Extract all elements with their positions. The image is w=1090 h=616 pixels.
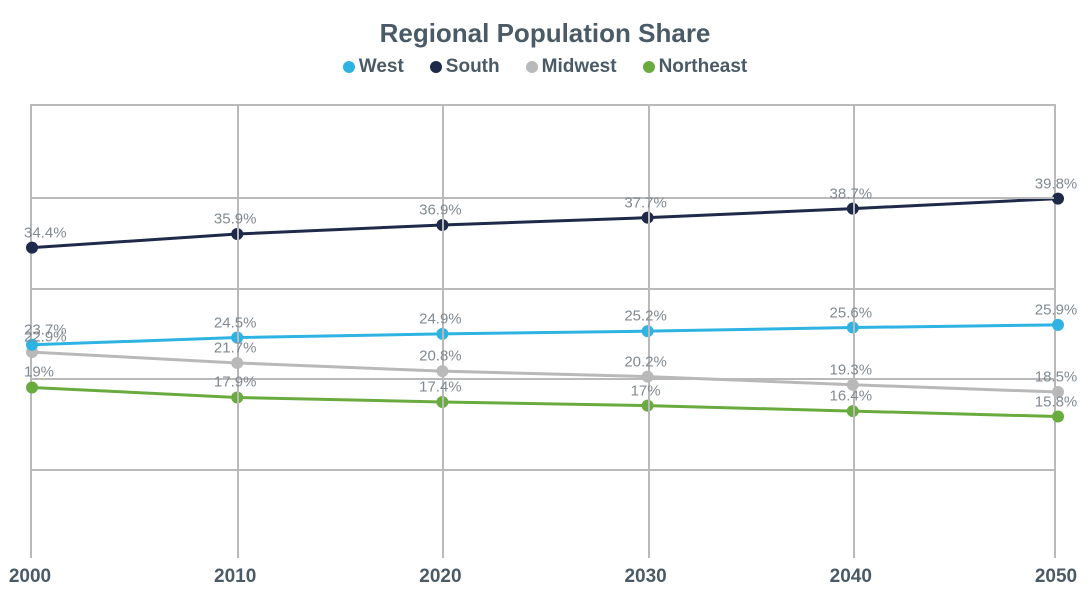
legend-marker-midwest-icon bbox=[526, 61, 538, 73]
plot-area bbox=[30, 104, 1056, 558]
data-label-south: 39.8% bbox=[1035, 175, 1078, 192]
plot-svg bbox=[32, 106, 1058, 560]
legend-label-west: West bbox=[359, 56, 404, 78]
data-label-northeast: 15.8% bbox=[1035, 393, 1078, 410]
data-label-west: 24.5% bbox=[214, 314, 257, 331]
data-label-west: 24.9% bbox=[419, 310, 462, 327]
gridline-v bbox=[648, 106, 650, 558]
data-label-south: 35.9% bbox=[214, 210, 257, 227]
data-label-south: 36.9% bbox=[419, 201, 462, 218]
legend-item-south: South bbox=[430, 56, 500, 78]
data-label-west: 25.2% bbox=[624, 308, 667, 325]
series-marker-south bbox=[26, 242, 38, 254]
series-line-northeast bbox=[32, 387, 1058, 416]
gridline-h bbox=[32, 469, 1054, 471]
gridline-v bbox=[853, 106, 855, 558]
legend-item-west: West bbox=[343, 56, 404, 78]
chart-title: Regional Population Share bbox=[0, 18, 1090, 49]
x-axis-label: 2050 bbox=[1035, 566, 1077, 588]
legend-marker-northeast-icon bbox=[643, 61, 655, 73]
legend-item-northeast: Northeast bbox=[643, 56, 748, 78]
data-label-northeast: 17% bbox=[631, 382, 661, 399]
legend-marker-west-icon bbox=[343, 61, 355, 73]
gridline-h bbox=[32, 378, 1054, 380]
data-label-west: 25.9% bbox=[1035, 301, 1078, 318]
x-axis-label: 2000 bbox=[9, 566, 51, 588]
data-label-midwest: 19.3% bbox=[830, 361, 873, 378]
gridline-h bbox=[32, 288, 1054, 290]
data-label-midwest: 20.2% bbox=[624, 353, 667, 370]
data-label-northeast: 17.4% bbox=[419, 378, 462, 395]
x-axis-label: 2010 bbox=[214, 566, 256, 588]
legend-label-northeast: Northeast bbox=[659, 56, 748, 78]
data-label-midwest: 20.8% bbox=[419, 348, 462, 365]
x-axis-label: 2030 bbox=[624, 566, 666, 588]
series-marker-northeast bbox=[1052, 411, 1064, 423]
x-axis-label: 2020 bbox=[419, 566, 461, 588]
data-label-midwest: 21.7% bbox=[214, 339, 257, 356]
legend-item-midwest: Midwest bbox=[526, 56, 617, 78]
x-axis-label: 2040 bbox=[830, 566, 872, 588]
data-label-west: 25.6% bbox=[830, 304, 873, 321]
gridline-v bbox=[442, 106, 444, 558]
data-label-northeast: 16.4% bbox=[830, 388, 873, 405]
chart-container: Regional Population Share West South Mid… bbox=[0, 0, 1090, 616]
data-label-west: 23.7% bbox=[24, 321, 67, 338]
gridline-v bbox=[237, 106, 239, 558]
legend-label-south: South bbox=[446, 56, 500, 78]
series-line-west bbox=[32, 325, 1058, 345]
gridline-h bbox=[32, 197, 1054, 199]
data-label-northeast: 19% bbox=[24, 364, 54, 381]
series-marker-northeast bbox=[26, 381, 38, 393]
series-marker-west bbox=[1052, 319, 1064, 331]
data-label-south: 38.7% bbox=[830, 185, 873, 202]
data-label-midwest: 18.5% bbox=[1035, 368, 1078, 385]
data-label-south: 37.7% bbox=[624, 194, 667, 211]
legend-marker-south-icon bbox=[430, 61, 442, 73]
chart-legend: West South Midwest Northeast bbox=[0, 56, 1090, 78]
data-label-south: 34.4% bbox=[24, 224, 67, 241]
legend-label-midwest: Midwest bbox=[542, 56, 617, 78]
series-line-midwest bbox=[32, 352, 1058, 392]
series-line-south bbox=[32, 199, 1058, 248]
data-label-northeast: 17.9% bbox=[214, 374, 257, 391]
